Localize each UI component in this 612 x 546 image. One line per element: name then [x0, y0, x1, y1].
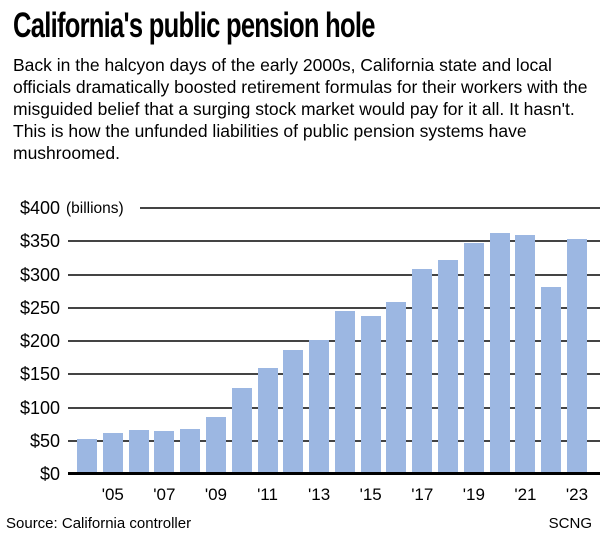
bar — [257, 367, 278, 474]
credit-label: SCNG — [548, 515, 592, 532]
y-tick-label: $350 — [19, 231, 60, 252]
x-tick-label: '21 — [514, 485, 537, 504]
gridline — [68, 406, 600, 409]
x-tick-label: '07 — [153, 485, 176, 504]
gridline — [68, 306, 600, 309]
chart-intro: Back in the halcyon days of the early 20… — [13, 55, 588, 163]
bar — [463, 243, 484, 474]
bar — [489, 233, 510, 474]
x-tick-label: '15 — [359, 485, 382, 504]
bar — [438, 259, 459, 474]
y-tick-label: $400 — [19, 198, 60, 218]
x-axis: '05 '07 '09 '11 '13 '15 '17 '19 '21 '23 — [0, 485, 612, 505]
gridline — [68, 439, 600, 442]
bar — [128, 430, 149, 474]
x-tick-label: '19 — [462, 485, 485, 504]
gridline — [68, 240, 600, 243]
bar — [205, 417, 226, 474]
y-tick-label: $150 — [19, 364, 60, 385]
bar — [77, 439, 97, 474]
y-tick-label: $50 — [29, 430, 60, 451]
bar — [180, 429, 201, 474]
x-tick-label: '23 — [565, 485, 589, 504]
bar — [309, 340, 330, 474]
x-tick-label: '13 — [308, 485, 331, 504]
bar — [154, 431, 175, 474]
page-title: California's public pension hole — [13, 6, 375, 45]
source-label: Source: California controller — [6, 515, 192, 532]
bar — [231, 387, 252, 474]
plot-area — [68, 207, 600, 475]
bar — [334, 311, 355, 474]
y-tick-label: $0 — [39, 464, 60, 484]
y-tick-label: $100 — [19, 397, 60, 418]
bar — [515, 234, 536, 474]
bar — [102, 433, 123, 474]
gridline — [140, 207, 600, 209]
gridline — [68, 373, 600, 376]
bar — [412, 269, 433, 474]
bar — [541, 287, 562, 474]
x-tick-label: '17 — [411, 485, 434, 504]
bar — [386, 302, 407, 474]
unit-label: (billions) — [66, 200, 124, 217]
bar — [567, 238, 587, 474]
bar — [360, 315, 381, 474]
x-tick-label: '05 — [101, 485, 124, 504]
y-tick-label: $200 — [19, 331, 60, 351]
bar — [283, 350, 304, 474]
x-tick-label: '09 — [204, 485, 228, 504]
gridline — [68, 273, 600, 276]
y-tick-label: $300 — [19, 264, 60, 285]
gridline — [68, 340, 600, 342]
x-tick-label: '11 — [257, 485, 278, 504]
x-axis-line — [68, 472, 600, 475]
y-tick-label: $250 — [19, 297, 60, 318]
